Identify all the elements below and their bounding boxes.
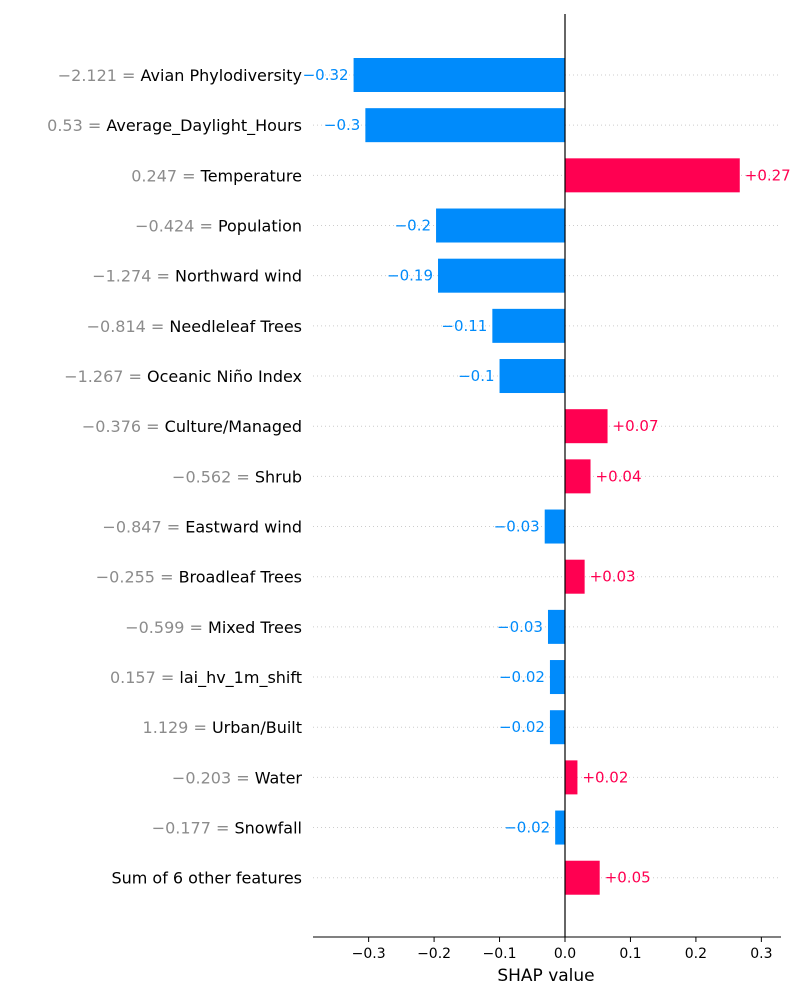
x-ticks: −0.3 −0.2 −0.1 0.0 0.1 0.2 0.3 bbox=[352, 937, 772, 962]
gridlines bbox=[313, 74, 781, 879]
feature-label: Sum of 6 other features bbox=[111, 869, 302, 888]
bar-negative bbox=[549, 710, 565, 745]
bar-negative bbox=[353, 58, 565, 92]
feature-label: −0.203 = Water bbox=[172, 768, 303, 787]
bar-positive bbox=[565, 409, 608, 444]
feature-name: Snowfall bbox=[235, 819, 303, 838]
feature-label: −0.599 = Mixed Trees bbox=[125, 618, 302, 637]
bar-negative bbox=[547, 609, 565, 644]
feature-label: −0.255 = Broadleaf Trees bbox=[96, 568, 302, 587]
feature-value: 0.247 = bbox=[131, 166, 200, 185]
x-tick-label: 0.0 bbox=[554, 946, 576, 962]
bar-value-label: −0.03 bbox=[494, 518, 540, 536]
bar-positive bbox=[565, 158, 740, 193]
feature-label: 0.53 = Average_Daylight_Hours bbox=[47, 116, 302, 136]
feature-name: Urban/Built bbox=[212, 718, 302, 737]
bar-value-label: −0.3 bbox=[324, 116, 360, 134]
feature-label: −0.562 = Shrub bbox=[172, 467, 302, 486]
feature-label: −0.424 = Population bbox=[135, 217, 302, 236]
feature-name: Avian Phylodiversity bbox=[141, 66, 302, 85]
feature-name: Sum of 6 other features bbox=[111, 869, 302, 888]
bar-value-label: +0.03 bbox=[590, 568, 636, 586]
bar-value-label: −0.2 bbox=[395, 217, 431, 235]
feature-name: Temperature bbox=[200, 166, 302, 185]
bar-value-label: −0.03 bbox=[497, 618, 543, 636]
feature-label: −0.376 = Culture/Managed bbox=[82, 417, 302, 436]
feature-value: −0.255 = bbox=[96, 568, 179, 587]
feature-name: Average_Daylight_Hours bbox=[106, 116, 302, 136]
bar-negative bbox=[365, 108, 565, 143]
bar-negative bbox=[499, 359, 565, 394]
bar-value-label: −0.02 bbox=[499, 668, 545, 686]
feature-name: Oceanic Niño Index bbox=[147, 367, 302, 386]
feature-name: Mixed Trees bbox=[208, 618, 302, 637]
bar-negative bbox=[492, 308, 565, 343]
feature-name: Northward wind bbox=[175, 267, 302, 286]
bar-value-label: +0.02 bbox=[582, 768, 628, 786]
feature-value: −0.376 = bbox=[82, 417, 165, 436]
feature-value: −0.847 = bbox=[102, 518, 185, 537]
feature-value: 0.157 = bbox=[110, 668, 179, 687]
bar-positive bbox=[565, 559, 585, 594]
feature-value: −0.562 = bbox=[172, 467, 255, 486]
feature-label: −1.274 = Northward wind bbox=[92, 267, 302, 286]
bar-negative bbox=[544, 509, 565, 544]
bar-positive bbox=[565, 459, 591, 494]
feature-value: −0.177 = bbox=[152, 819, 235, 838]
feature-label: −0.814 = Needleleaf Trees bbox=[87, 317, 302, 336]
feature-label: −1.267 = Oceanic Niño Index bbox=[64, 367, 302, 386]
x-tick-label: −0.2 bbox=[417, 946, 451, 962]
feature-value: −0.424 = bbox=[135, 217, 218, 236]
feature-value: −0.814 = bbox=[87, 317, 170, 336]
feature-name: Broadleaf Trees bbox=[179, 568, 302, 587]
x-tick-label: −0.1 bbox=[483, 946, 517, 962]
x-tick-label: 0.1 bbox=[619, 946, 641, 962]
feature-name: Water bbox=[255, 768, 303, 787]
feature-name: lai_hv_1m_shift bbox=[179, 668, 302, 688]
bar-value-label: −0.02 bbox=[504, 819, 550, 837]
bar-value-label: +0.04 bbox=[596, 467, 642, 485]
feature-label: 0.247 = Temperature bbox=[131, 166, 302, 185]
feature-label: −0.847 = Eastward wind bbox=[102, 518, 302, 537]
x-tick-label: −0.3 bbox=[352, 946, 386, 962]
feature-value: −0.599 = bbox=[125, 618, 208, 637]
x-axis-label: SHAP value bbox=[497, 966, 594, 986]
feature-labels: −2.121 = Avian Phylodiversity 0.53 = Aver… bbox=[47, 66, 302, 888]
bar-value-label: +0.27 bbox=[745, 166, 791, 184]
bar-negative bbox=[438, 258, 565, 293]
feature-label: −2.121 = Avian Phylodiversity bbox=[58, 66, 302, 85]
feature-value: −0.203 = bbox=[172, 768, 255, 787]
feature-name: Culture/Managed bbox=[165, 417, 302, 436]
bar-value-label: −0.11 bbox=[441, 317, 487, 335]
bar-value-label: −0.02 bbox=[499, 718, 545, 736]
bar-value-label: −0.19 bbox=[387, 267, 433, 285]
bars bbox=[353, 58, 740, 895]
feature-value: −2.121 = bbox=[58, 66, 141, 85]
bar-value-label: +0.07 bbox=[613, 417, 659, 435]
feature-name: Population bbox=[218, 217, 302, 236]
bar-labels: −0.32 −0.3 +0.27 −0.2 −0.19 −0.11 −0.1 +0.07 +0.… bbox=[303, 66, 791, 887]
feature-value: −1.267 = bbox=[64, 367, 147, 386]
bar-value-label: −0.32 bbox=[303, 66, 349, 84]
bar-negative bbox=[436, 208, 565, 243]
bar-negative bbox=[549, 660, 565, 695]
bar-value-label: +0.05 bbox=[605, 869, 651, 887]
feature-label: 0.157 = lai_hv_1m_shift bbox=[110, 668, 302, 688]
feature-value: −1.274 = bbox=[92, 267, 175, 286]
feature-label: 1.129 = Urban/Built bbox=[143, 718, 302, 737]
x-tick-label: 0.2 bbox=[685, 946, 707, 962]
feature-name: Eastward wind bbox=[185, 518, 302, 537]
bar-value-label: −0.1 bbox=[458, 367, 494, 385]
bar-negative bbox=[555, 810, 565, 845]
bar-positive bbox=[565, 760, 578, 795]
feature-label: −0.177 = Snowfall bbox=[152, 819, 302, 838]
feature-name: Needleleaf Trees bbox=[169, 317, 302, 336]
bar-positive bbox=[565, 860, 600, 895]
feature-value: 0.53 = bbox=[47, 116, 106, 135]
x-tick-label: 0.3 bbox=[750, 946, 772, 962]
feature-value: 1.129 = bbox=[143, 718, 212, 737]
feature-name: Shrub bbox=[255, 467, 302, 486]
